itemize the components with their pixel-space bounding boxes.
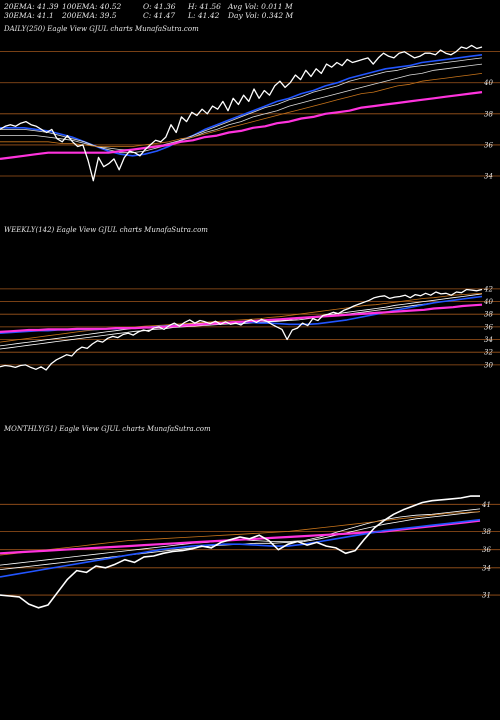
daily-ema-series-line bbox=[0, 57, 483, 154]
monthly-ema-series-line bbox=[0, 518, 481, 578]
daily-ema-series-line bbox=[0, 54, 483, 157]
daily-ema-series-line bbox=[0, 91, 483, 160]
weekly-y-tick-label: 38 bbox=[484, 311, 493, 319]
weekly-y-tick-label: 40 bbox=[483, 298, 493, 306]
weekly-y-tick-label: 34 bbox=[484, 336, 493, 344]
monthly-y-tick-label: 41 bbox=[481, 501, 491, 509]
daily-chart: 40 38 36 34 bbox=[0, 44, 500, 182]
open-label: O: 41.36 bbox=[143, 2, 176, 11]
avg-vol-label: Avg Vol: 0.011 M bbox=[228, 2, 293, 11]
weekly-y-tick-label: 42 bbox=[483, 285, 493, 293]
daily-ema-series-line bbox=[0, 73, 483, 147]
weekly-ema-series-line bbox=[0, 303, 483, 333]
daily-y-tick-label: 34 bbox=[484, 173, 493, 181]
monthly-y-tick-label: 36 bbox=[482, 546, 491, 554]
daily-y-tick-label: 36 bbox=[484, 141, 493, 149]
weekly-ema-series-line bbox=[0, 296, 483, 350]
monthly-panel-title: MONTHLY(51) Eagle View GJUL charts Munaf… bbox=[4, 425, 211, 433]
daily-y-tick-label: 40 bbox=[483, 79, 493, 87]
monthly-y-tick-label: 34 bbox=[482, 564, 491, 572]
monthly-y-tick-label: 38 bbox=[482, 528, 491, 536]
daily-panel-title: DAILY(250) Eagle View GJUL charts Munafa… bbox=[4, 25, 199, 33]
monthly-ema-series-line bbox=[0, 519, 481, 555]
day-vol-label: Day Vol: 0.342 M bbox=[228, 11, 294, 20]
weekly-y-tick-label: 32 bbox=[484, 349, 493, 357]
daily-ema-series-line bbox=[0, 63, 483, 151]
weekly-y-tick-label: 30 bbox=[484, 361, 493, 369]
monthly-price-series-line bbox=[0, 495, 480, 609]
monthly-y-tick-label: 31 bbox=[482, 592, 491, 600]
weekly-y-tick-label: 36 bbox=[484, 323, 493, 331]
close-label: C: 41.47 bbox=[143, 11, 176, 20]
high-label: H: 41.56 bbox=[188, 2, 221, 11]
weekly-price-series-line bbox=[0, 288, 483, 371]
weekly-chart: 42 40 38 36 34 32 30 bbox=[0, 285, 500, 371]
daily-price-series-line bbox=[0, 44, 483, 182]
low-label: L: 41.42 bbox=[188, 11, 220, 20]
weekly-ema-series-line bbox=[0, 292, 483, 343]
weekly-panel-title: WEEKLY(142) Eagle View GJUL charts Munaf… bbox=[4, 226, 208, 234]
ema20-label: 20EMA: 41.39 bbox=[4, 2, 59, 11]
monthly-chart: 41 38 36 34 31 bbox=[0, 495, 500, 609]
monthly-ema-series-line bbox=[0, 511, 481, 556]
weekly-ema-series-line bbox=[0, 295, 483, 334]
ema30-label: 30EMA: 41.1 bbox=[4, 11, 54, 20]
ema100-label: 100EMA: 40.52 bbox=[62, 2, 122, 11]
ema200-label: 200EMA: 39.5 bbox=[62, 11, 117, 20]
daily-y-tick-label: 38 bbox=[484, 110, 493, 118]
